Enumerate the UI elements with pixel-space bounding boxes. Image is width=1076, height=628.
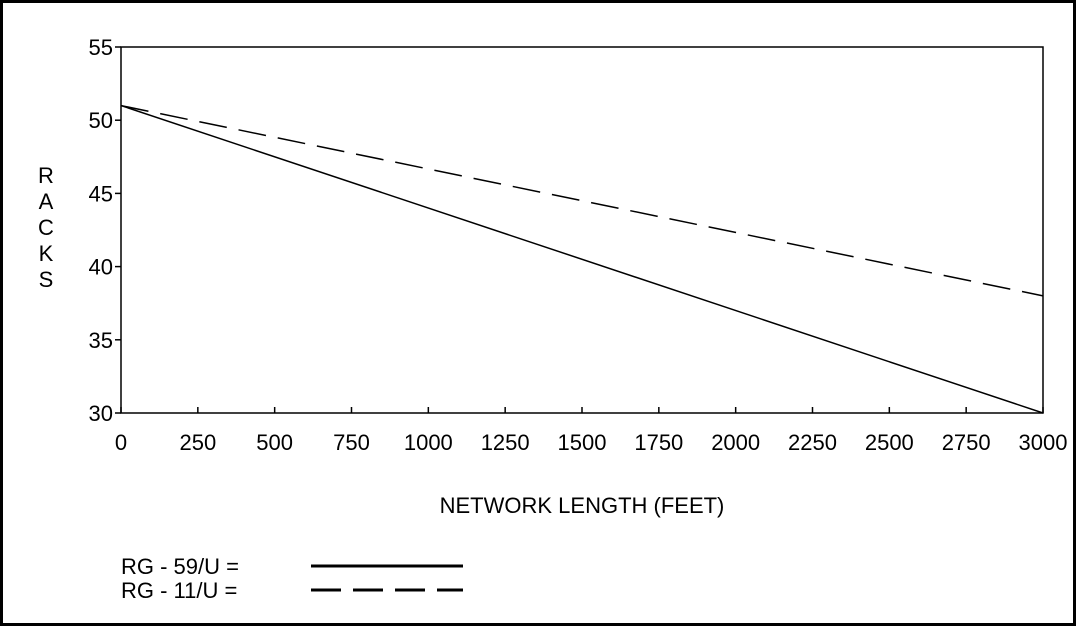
line-chart: 30 35 40 45 50 55 0 250 500 750 1000 1250 1500 1750 20… [38, 35, 1068, 603]
x-tick-label: 2000 [711, 430, 760, 455]
series-line-0 [120, 104, 1044, 414]
x-tick-label: 3000 [1019, 430, 1068, 455]
y-tick-label: 35 [89, 328, 113, 353]
series-line-1 [120, 104, 1044, 297]
y-axis-label-letter: C [38, 215, 54, 240]
y-axis-label-letter: K [39, 241, 54, 266]
x-tick-label: 2500 [865, 430, 914, 455]
y-tick-label: 30 [89, 401, 113, 426]
ticks: 30 35 40 45 50 55 0 250 500 750 1000 1250 1500 1750 20… [89, 35, 1068, 455]
x-tick-label: 2250 [788, 430, 837, 455]
x-tick-label: 2750 [942, 430, 991, 455]
x-tick-label: 250 [179, 430, 216, 455]
y-axis-label-letter: S [39, 267, 54, 292]
legend-label-0: RG - 59/U = [121, 554, 239, 579]
x-tick-label: 1750 [634, 430, 683, 455]
x-tick-label: 1000 [404, 430, 453, 455]
legend-label-1: RG - 11/U = [121, 578, 237, 603]
series-lines [120, 104, 1044, 414]
x-tick-label: 0 [115, 430, 127, 455]
x-tick-label: 500 [256, 430, 293, 455]
x-tick-label: 750 [333, 430, 370, 455]
axis-labels: NETWORK LENGTH (FEET) R A C K S [38, 163, 724, 518]
y-tick-label: 55 [89, 35, 113, 60]
x-tick-label: 1250 [481, 430, 530, 455]
x-axis-label: NETWORK LENGTH (FEET) [440, 493, 725, 518]
y-axis-label-letter: A [39, 189, 54, 214]
legend: RG - 59/U =RG - 11/U = [121, 554, 463, 603]
y-axis-label-letter: R [38, 163, 54, 188]
y-tick-label: 40 [89, 255, 113, 280]
x-tick-label: 1500 [558, 430, 607, 455]
y-tick-label: 45 [89, 181, 113, 206]
axes [120, 46, 1044, 414]
y-tick-label: 50 [89, 108, 113, 133]
plot-area-frame [120, 46, 1044, 414]
